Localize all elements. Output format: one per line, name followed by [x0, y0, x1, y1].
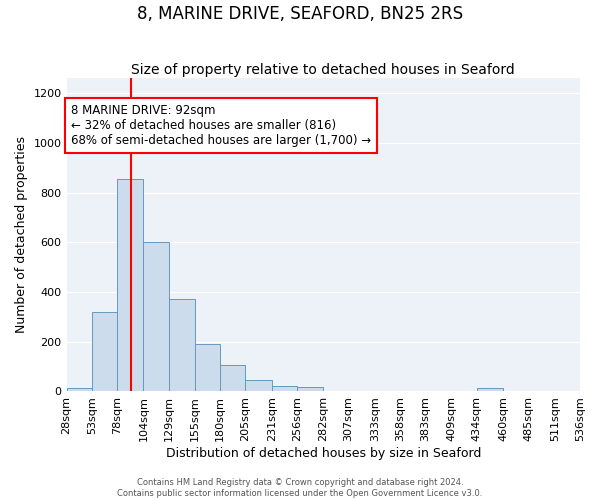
Bar [67, 388, 92, 392]
Y-axis label: Number of detached properties: Number of detached properties [15, 136, 28, 334]
Title: Size of property relative to detached houses in Seaford: Size of property relative to detached ho… [131, 63, 515, 77]
Bar [195, 344, 220, 392]
Text: 8 MARINE DRIVE: 92sqm
← 32% of detached houses are smaller (816)
68% of semi-det: 8 MARINE DRIVE: 92sqm ← 32% of detached … [71, 104, 371, 148]
X-axis label: Distribution of detached houses by size in Seaford: Distribution of detached houses by size … [166, 447, 481, 460]
Bar [143, 242, 169, 392]
Bar [92, 312, 117, 392]
Text: 8, MARINE DRIVE, SEAFORD, BN25 2RS: 8, MARINE DRIVE, SEAFORD, BN25 2RS [137, 5, 463, 23]
Bar [220, 366, 245, 392]
Bar [297, 387, 323, 392]
Bar [169, 300, 195, 392]
Bar [117, 179, 143, 392]
Bar [477, 388, 503, 392]
Bar [245, 380, 272, 392]
Text: Contains HM Land Registry data © Crown copyright and database right 2024.
Contai: Contains HM Land Registry data © Crown c… [118, 478, 482, 498]
Bar [272, 386, 297, 392]
